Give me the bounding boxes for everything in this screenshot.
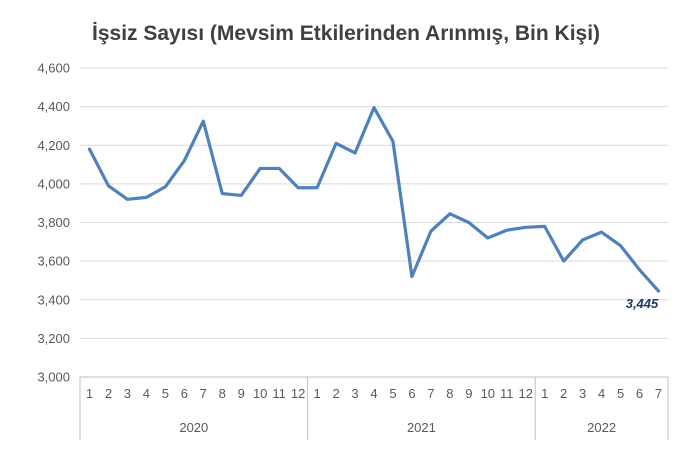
x-tick-label: 10	[253, 386, 267, 401]
x-group-label: 2021	[407, 420, 436, 435]
x-tick-label: 3	[351, 386, 358, 401]
x-tick-label: 6	[636, 386, 643, 401]
x-tick-label: 10	[481, 386, 495, 401]
series-line	[87, 105, 661, 293]
x-group-label: 2020	[179, 420, 208, 435]
x-axis: 1 2 3 4 5 6 7 8 9 10 11 12 1 2 3 4 5 6 7 8 9 10 11 12 1 2 3 4 5 6 7202…	[79, 376, 669, 440]
x-tick-label: 5	[617, 386, 624, 401]
y-tick-label: 3,400	[37, 292, 70, 307]
x-tick-label: 6	[408, 386, 415, 401]
x-tick-label: 4	[143, 386, 150, 401]
x-tick-label: 2	[560, 386, 567, 401]
y-axis-ticks: 3,000 3,200 3,400 3,600 3,800 4,000 4,200 4,400…	[37, 61, 70, 385]
y-tick-label: 3,600	[37, 254, 70, 269]
series-layer	[87, 105, 661, 293]
y-tick-label: 4,200	[37, 138, 70, 153]
x-tick-label: 12	[291, 386, 305, 401]
y-tick-label: 3,000	[37, 370, 70, 385]
y-tick-label: 4,000	[37, 176, 70, 191]
chart-title: İşsiz Sayısı (Mevsim Etkilerinden Arınmı…	[92, 22, 600, 45]
x-tick-label: 9	[465, 386, 472, 401]
x-tick-label: 9	[238, 386, 245, 401]
y-tick-label: 3,200	[37, 331, 70, 346]
x-group-label: 2022	[587, 420, 616, 435]
x-tick-label: 7	[200, 386, 207, 401]
x-tick-label: 7	[655, 386, 662, 401]
y-tick-label: 3,800	[37, 215, 70, 230]
x-tick-label: 8	[219, 386, 226, 401]
x-tick-label: 5	[162, 386, 169, 401]
gridlines	[80, 67, 668, 339]
x-tick-label: 1	[541, 386, 548, 401]
x-tick-label: 3	[579, 386, 586, 401]
x-tick-label: 11	[272, 386, 286, 401]
x-tick-label: 7	[427, 386, 434, 401]
x-tick-label: 3	[124, 386, 131, 401]
x-tick-label: 1	[313, 386, 320, 401]
data-label: 3,445	[626, 296, 659, 311]
x-tick-label: 2	[105, 386, 112, 401]
x-tick-label: 4	[598, 386, 605, 401]
x-tick-label: 1	[86, 386, 93, 401]
x-tick-label: 11	[500, 386, 514, 401]
y-tick-label: 4,400	[37, 99, 70, 114]
x-tick-label: 2	[332, 386, 339, 401]
x-tick-label: 12	[519, 386, 533, 401]
data-labels: 3,445	[626, 296, 659, 311]
x-tick-label: 8	[446, 386, 453, 401]
x-tick-label: 5	[389, 386, 396, 401]
x-tick-label: 6	[181, 386, 188, 401]
x-tick-label: 4	[370, 386, 377, 401]
y-tick-label: 4,600	[37, 61, 70, 76]
